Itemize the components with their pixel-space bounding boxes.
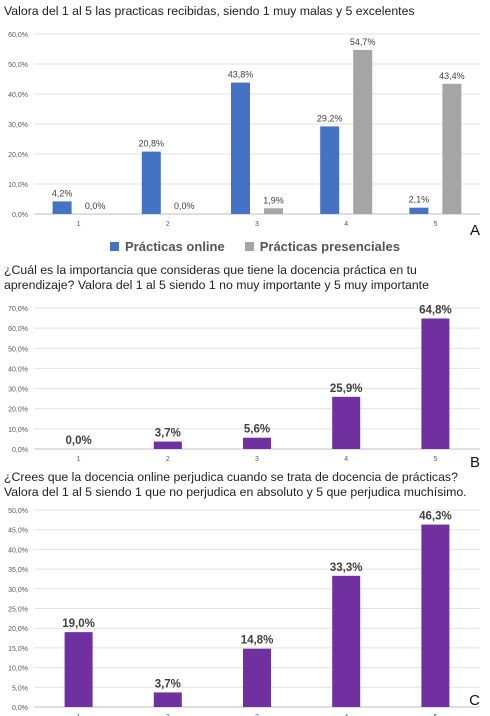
y-tick-label: 20,0%	[8, 407, 28, 414]
data-label: 54,7%	[350, 37, 376, 47]
x-tick-label: 1	[77, 221, 81, 228]
bar-c-s0-c2	[153, 692, 182, 707]
x-tick-label: 3	[255, 221, 259, 228]
y-tick-label: 0,0%	[12, 705, 28, 712]
chart-a-legend: Prácticas online Prácticas presenciales	[110, 239, 400, 254]
x-tick-label: 2	[166, 221, 170, 228]
data-label: 43,8%	[228, 70, 254, 80]
bar-a-s1-c5	[442, 83, 462, 214]
y-tick-label: 50,0%	[8, 62, 28, 69]
data-label: 64,8%	[419, 304, 452, 316]
data-label: 46,3%	[419, 511, 452, 523]
data-label: 3,7%	[155, 428, 181, 440]
x-tick-label: 5	[433, 714, 437, 716]
data-label: 0,0%	[65, 435, 91, 447]
panel-label-a: A	[469, 222, 480, 239]
y-tick-label: 10,0%	[8, 666, 28, 673]
y-tick-label: 0,0%	[12, 212, 28, 219]
data-label: 0,0%	[174, 201, 195, 211]
x-tick-label: 4	[344, 714, 348, 716]
y-tick-label: 40,0%	[8, 547, 28, 554]
y-tick-label: 25,0%	[8, 607, 28, 614]
bar-c-s0-c3	[243, 648, 271, 707]
y-tick-label: 0,0%	[12, 447, 28, 454]
y-tick-label: 5,0%	[12, 685, 28, 692]
y-tick-label: 30,0%	[8, 387, 28, 394]
y-tick-label: 30,0%	[8, 587, 28, 594]
y-tick-label: 20,0%	[8, 152, 28, 159]
y-tick-label: 10,0%	[8, 182, 28, 189]
bar-a-s1-c4	[353, 49, 373, 215]
chart-c-svg: 0,0% 5,0% 10,0% 15,0% 20,0% 25,0% 30,0% 35,0% 40…	[8, 508, 480, 716]
y-tick-label: 40,0%	[8, 92, 28, 99]
chart-panel-c: ¿Crees que la docencia online perjudica …	[0, 468, 490, 716]
bar-a-s0-c5	[409, 207, 429, 214]
panel-label-c: C	[469, 692, 480, 709]
legend-label-presenciales: Prácticas presenciales	[259, 239, 400, 254]
chart-panel-a: Valora del 1 al 5 las practicas recibida…	[0, 0, 490, 254]
x-tick-label: 4	[344, 456, 348, 463]
data-label: 19,0%	[62, 618, 95, 630]
x-tick-label: 2	[166, 456, 170, 463]
y-tick-label: 30,0%	[8, 122, 28, 129]
bar-b-s0-c4	[332, 396, 361, 449]
x-tick-label: 5	[433, 456, 437, 463]
data-label: 1,9%	[263, 195, 284, 205]
chart-title-c: ¿Crees que la docencia online perjudica …	[4, 470, 467, 499]
legend-swatch-presenciales	[244, 242, 254, 251]
chart-panel-b: ¿Cuál es la importancia que consideras q…	[0, 258, 490, 471]
bar-c-s0-c4	[332, 575, 361, 707]
bar-c-s0-c5	[421, 524, 450, 707]
y-tick-label: 10,0%	[8, 427, 28, 434]
y-tick-label: 35,0%	[8, 567, 28, 574]
data-label: 5,6%	[244, 424, 270, 436]
x-tick-label: 1	[77, 456, 81, 463]
chart-a-svg: 0,0%10,0%20,0%30,0%40,0%50,0%60,0%4,2%0,…	[8, 32, 480, 228]
bar-b-s0-c5	[421, 318, 450, 449]
bar-b-s0-c3	[243, 437, 271, 449]
data-label: 0,0%	[85, 201, 106, 211]
legend-item-online: Prácticas online	[110, 239, 225, 254]
y-tick-label: 45,0%	[8, 528, 28, 535]
data-label: 33,3%	[330, 562, 363, 574]
bar-a-s0-c1	[52, 201, 72, 214]
bar-c-s0-c1	[64, 632, 93, 707]
bar-b-s0-c2	[153, 441, 182, 449]
bar-a-s0-c3	[231, 82, 250, 214]
data-label: 4,2%	[52, 188, 73, 198]
bar-a-s1-c3	[264, 208, 283, 214]
data-label: 25,9%	[330, 383, 363, 395]
x-tick-label: 1	[77, 714, 81, 716]
data-label: 43,4%	[439, 71, 465, 81]
y-tick-label: 60,0%	[8, 32, 28, 39]
legend-item-presenciales: Prácticas presenciales	[244, 239, 400, 254]
y-tick-label: 60,0%	[8, 326, 28, 333]
bar-a-s0-c4	[320, 126, 340, 214]
y-tick-label: 20,0%	[8, 626, 28, 633]
x-tick-label: 3	[255, 456, 259, 463]
bar-a-s0-c2	[141, 151, 161, 214]
x-tick-label: 5	[433, 221, 437, 228]
y-tick-label: 40,0%	[8, 366, 28, 373]
chart-title-a: Valora del 1 al 5 las practicas recibida…	[4, 4, 415, 18]
data-label: 14,8%	[241, 635, 274, 647]
data-label: 2,1%	[409, 195, 430, 205]
data-label: 29,2%	[317, 113, 343, 123]
x-tick-label: 3	[255, 714, 259, 716]
legend-label-online: Prácticas online	[125, 239, 225, 254]
y-tick-label: 70,0%	[8, 306, 28, 313]
chart-title-b: ¿Cuál es la importancia que consideras q…	[4, 263, 429, 292]
x-tick-label: 2	[166, 714, 170, 716]
panel-label-b: B	[469, 454, 480, 471]
data-label: 20,8%	[139, 139, 165, 149]
data-label: 3,7%	[155, 678, 181, 690]
legend-swatch-online	[110, 242, 119, 251]
y-tick-label: 15,0%	[8, 646, 28, 653]
x-tick-label: 4	[344, 221, 348, 228]
y-tick-label: 50,0%	[8, 508, 28, 515]
chart-b-svg: 0,0% 10,0% 20,0% 30,0% 40,0% 50,0% 60,0% 70,0% 0…	[8, 304, 480, 463]
y-tick-label: 50,0%	[8, 346, 28, 353]
